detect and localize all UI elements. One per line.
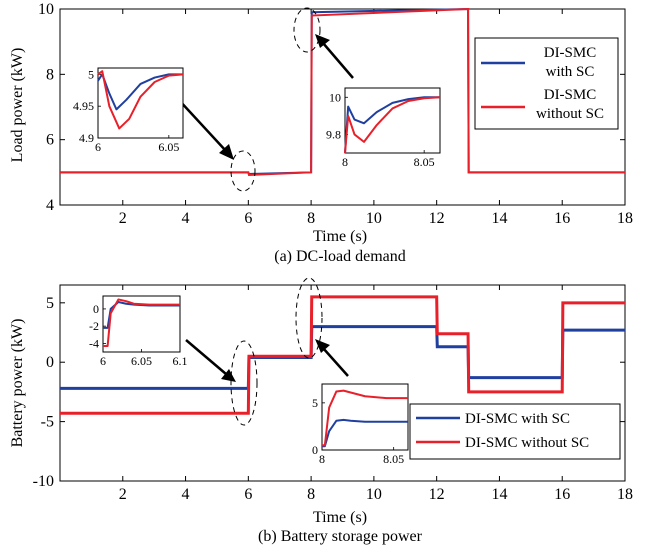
panel-b-x-tick-label: 12: [429, 486, 445, 503]
panel-b-y-tick-label: -10: [33, 473, 54, 490]
panel-a-arrow-to-8s: [322, 42, 354, 79]
panel-b-x-tick-label: 2: [119, 486, 127, 503]
panel-a-x-tick-label: 2: [119, 210, 127, 227]
panel-a-highlight-ellipse-8s: [293, 7, 321, 53]
panel-a-x-tick-label: 6: [244, 210, 252, 227]
panel-a-x-tick-label: 14: [491, 210, 507, 227]
panel-a-inset-6s: 6 6.05 4.9 4.95 5: [73, 67, 184, 154]
panel-a-x-tick-label: 8: [307, 210, 315, 227]
panel-b-inset-2-frame: [321, 383, 409, 451]
panel-a-legend-label-2-line-2: without SC: [536, 106, 604, 122]
panel-b: 2 4 6 8 10 12 14 16 18 -10 -5 0 5 Time (s) (b) Batt…: [9, 277, 633, 545]
panel-a-inset-2-y-tick-label: 9.8: [326, 127, 341, 141]
panel-b-arrow-to-6s: [185, 339, 227, 375]
panel-a-y-tick-label: 4: [46, 197, 54, 214]
panel-b-inset-1-x-tick-label: 6.1: [173, 354, 188, 368]
panel-a-series-line-red: [60, 7, 625, 176]
panel-a-inset-1-x-tick-label: 6.05: [158, 140, 179, 154]
panel-b-y-tick-label: 0: [46, 354, 54, 371]
panel-a-x-ticks: 2 4 6 8 10 12 14 16 18: [119, 210, 633, 227]
panel-b-x-axis-label: Time (s): [313, 509, 367, 526]
panel-a-legend: DI-SMC with SC DI-SMC without SC: [474, 37, 619, 130]
panel-a-inset-2-series-blue: [344, 96, 440, 154]
panel-b-x-tick-label: 4: [182, 486, 190, 503]
panel-a-inset-8s: 8 8.05 9.8 10: [326, 87, 441, 169]
panel-a-x-tick-label: 12: [429, 210, 445, 227]
panel-a-legend-label-1-line-1: DI-SMC: [544, 45, 597, 61]
panel-b-inset-8s: 8 8.05 0 5: [312, 383, 409, 466]
panel-a-y-tick-label: 6: [46, 132, 54, 149]
panel-a-x-axis-label: Time (s): [313, 228, 367, 245]
panel-a-inset-1-y-tick-label: 4.95: [73, 99, 94, 113]
panel-b-series-line-red: [60, 295, 625, 415]
panel-a-inset-1-x-tick-label: 6: [95, 140, 101, 154]
panel-b-x-tick-label: 18: [617, 486, 633, 503]
panel-b-x-tick-label: 16: [554, 486, 570, 503]
panel-b-inset-1-x-tick-label: 6.05: [131, 354, 152, 368]
panel-a-inset-1-y-tick-label: 5: [88, 67, 94, 81]
panel-a-legend-box: [474, 37, 619, 130]
panel-a-caption: (a) DC-load demand: [274, 248, 406, 265]
panel-a-x-tick-label: 18: [617, 210, 633, 227]
panel-b-legend-label-2: DI-SMC without SC: [465, 435, 589, 451]
panel-a-x-tick-label: 16: [554, 210, 570, 227]
panel-b-inset-1-y-tick-label: -4: [89, 336, 99, 350]
panel-b-inset-2-x-tick-label: 8.05: [383, 452, 404, 466]
panel-b-x-tick-label: 10: [366, 486, 382, 503]
panel-a-inset-1-series-red: [97, 70, 184, 130]
panel-a-x-tick-label: 10: [366, 210, 382, 227]
panel-a-y-axis-label: Load power (kW): [9, 48, 26, 163]
panel-b-highlight-ellipse-8s: [295, 277, 323, 359]
panel-b-arrowhead-6s: [221, 369, 236, 382]
panel-a-inset-2-x-tick-label: 8.05: [414, 155, 435, 169]
panel-b-caption: (b) Battery storage power: [258, 528, 423, 545]
panel-a-inset-1-frame: [97, 67, 184, 139]
panel-b-inset-2-y-tick-label: 0: [312, 443, 318, 457]
panel-b-x-ticks: 2 4 6 8 10 12 14 16 18: [119, 486, 633, 503]
panel-a-arrowhead-6s: [219, 144, 234, 160]
panel-b-y-ticks: -10 -5 0 5: [33, 295, 54, 490]
panel-a-inset-2-y-tick-label: 10: [329, 90, 341, 104]
panel-b-inset-2-y-tick-label: 5: [312, 396, 318, 410]
panel-b-series: [60, 295, 625, 415]
panel-a: 2 4 6 8 10 12 14 16 18 4 6 8 10 Time (s) (a) DC-loa…: [9, 1, 633, 265]
panel-b-highlight-ellipse-6s: [230, 340, 258, 426]
panel-b-inset-1-y-tick-label: 0: [93, 302, 99, 316]
panel-b-grid: [60, 285, 626, 482]
panel-b-x-tick-label: 14: [491, 486, 507, 503]
panel-a-arrow-to-6s: [177, 98, 227, 152]
panel-b-inset-1-x-tick-label: 6: [100, 354, 106, 368]
panel-b-y-axis-label: Battery power (kW): [9, 319, 26, 448]
panel-b-legend: DI-SMC with SC DI-SMC without SC: [409, 403, 621, 460]
panel-a-legend-label-1-line-2: with SC: [546, 64, 595, 80]
panel-a-arrowhead-8s: [315, 34, 330, 48]
panel-a-x-tick-label: 4: [182, 210, 190, 227]
panel-a-highlight-ellipse-6s: [230, 150, 256, 192]
panel-b-inset-1-series-red: [103, 298, 180, 347]
panel-b-y-tick-label: -5: [41, 414, 54, 431]
panel-b-inset-6s: 6 6.05 6.1 -4 -2 0: [89, 295, 188, 368]
panel-a-legend-label-2-line-1: DI-SMC: [544, 87, 597, 103]
panel-a-inset-1-y-tick-label: 4.9: [79, 131, 94, 145]
panel-a-inset-2-series-red: [344, 96, 441, 154]
panel-b-inset-2-x-tick-label: 8: [319, 452, 325, 466]
panel-a-inset-2-x-tick-label: 8: [342, 155, 348, 169]
panel-b-x-tick-label: 8: [307, 486, 315, 503]
panel-a-series: [60, 7, 625, 176]
panel-b-legend-label-1: DI-SMC with SC: [465, 411, 570, 427]
panel-a-y-ticks: 4 6 8 10: [38, 1, 54, 214]
panel-a-y-tick-label: 10: [38, 1, 54, 18]
panel-b-x-tick-label: 6: [244, 486, 252, 503]
panel-b-inset-2-series-red: [322, 389, 408, 447]
panel-b-y-tick-label: 5: [46, 295, 54, 312]
panel-b-arrow-to-8s: [322, 347, 349, 377]
panel-a-y-tick-label: 8: [46, 66, 54, 83]
panel-b-legend-box: [409, 403, 621, 460]
panel-b-arrowhead-8s: [315, 339, 330, 353]
panel-b-inset-1-y-tick-label: -2: [89, 319, 99, 333]
